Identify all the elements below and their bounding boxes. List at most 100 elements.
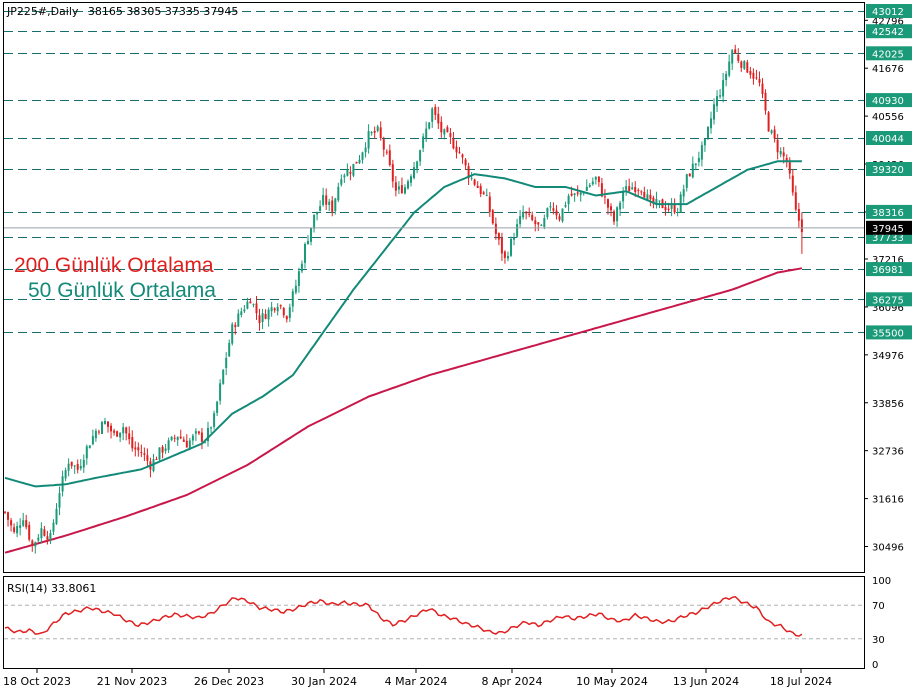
candle	[607, 198, 609, 215]
candle	[800, 212, 803, 254]
y-tick-label: 41676	[872, 64, 904, 75]
candle	[88, 445, 91, 449]
candle	[685, 173, 688, 192]
candle	[255, 296, 258, 320]
candle	[331, 196, 334, 217]
candle	[143, 447, 146, 461]
candle	[376, 124, 379, 133]
candle	[749, 66, 752, 79]
candle	[191, 433, 194, 446]
x-tick-label: 26 Dec 2023	[194, 675, 264, 688]
candle	[734, 44, 737, 54]
candle	[337, 182, 340, 203]
candle	[34, 541, 37, 554]
candle	[549, 202, 552, 212]
candle	[46, 530, 49, 545]
candle	[288, 303, 291, 322]
rsi-line	[4, 595, 803, 637]
candle	[422, 133, 425, 153]
level-price-label: 36981	[872, 265, 904, 276]
candle	[631, 182, 634, 190]
candle	[285, 315, 288, 323]
x-tick-label: 8 Apr 2024	[481, 675, 542, 688]
candle	[564, 201, 567, 208]
candle	[328, 198, 331, 212]
candle	[428, 122, 431, 130]
candle	[525, 211, 528, 220]
candle	[497, 232, 500, 246]
candle	[282, 306, 285, 318]
candle	[19, 518, 22, 536]
candle	[676, 207, 679, 217]
candle	[725, 71, 728, 87]
candle	[361, 151, 364, 164]
candle	[722, 72, 725, 103]
candle	[346, 163, 349, 177]
candle	[340, 174, 343, 187]
candle	[746, 59, 749, 73]
chart-header: JP225#,Daily 38165 38305 37335 37945	[6, 5, 238, 18]
candle	[388, 144, 391, 167]
candle	[404, 184, 406, 195]
level-price-box	[866, 131, 912, 145]
level-price-label: 42025	[872, 49, 904, 60]
candle	[410, 174, 412, 187]
candle	[476, 181, 479, 188]
candle	[461, 153, 464, 164]
ohlc-values: 38165 38305 37335 37945	[88, 5, 238, 18]
candle	[482, 190, 485, 195]
candle	[270, 301, 273, 317]
candle	[300, 260, 303, 274]
y-tick-label: 30496	[872, 543, 904, 554]
candle	[116, 430, 119, 438]
candle	[367, 124, 370, 154]
candle	[304, 242, 306, 269]
candle	[231, 322, 234, 346]
candle	[343, 173, 346, 183]
candle	[407, 179, 409, 190]
candle	[528, 207, 531, 218]
candle	[567, 193, 570, 212]
candle	[443, 128, 446, 140]
rsi-pane-frame	[3, 576, 865, 669]
candle	[485, 188, 488, 197]
candle	[197, 430, 200, 435]
y-tick-label: 42796	[872, 16, 904, 27]
candle	[322, 187, 325, 207]
rsi-label: RSI(14) 33.8061	[7, 582, 96, 595]
candle	[213, 410, 216, 430]
candle	[261, 308, 264, 329]
candle	[779, 147, 782, 158]
level-price-label: 35500	[872, 328, 904, 339]
candle	[764, 89, 767, 115]
candle	[437, 106, 440, 129]
candle	[791, 169, 794, 196]
candle	[364, 142, 367, 158]
candle	[510, 236, 512, 257]
candle	[131, 430, 134, 452]
candle	[207, 421, 209, 447]
candle	[513, 232, 515, 246]
candle	[258, 308, 261, 331]
candle	[537, 222, 540, 231]
candle	[449, 128, 452, 144]
candle	[104, 417, 106, 425]
candle	[316, 211, 319, 221]
candle	[146, 448, 149, 467]
candle	[113, 428, 116, 436]
candle	[176, 436, 179, 446]
level-price-box	[866, 93, 912, 108]
candle	[610, 203, 612, 217]
candle	[719, 89, 722, 99]
level-price-box	[866, 4, 912, 18]
candle	[416, 160, 419, 174]
candle	[473, 178, 476, 187]
candle	[158, 447, 161, 463]
candle	[173, 434, 176, 442]
candle	[773, 125, 776, 143]
candle	[543, 214, 546, 230]
candle	[182, 436, 185, 442]
level-price-box	[866, 262, 912, 277]
candle	[37, 534, 40, 543]
